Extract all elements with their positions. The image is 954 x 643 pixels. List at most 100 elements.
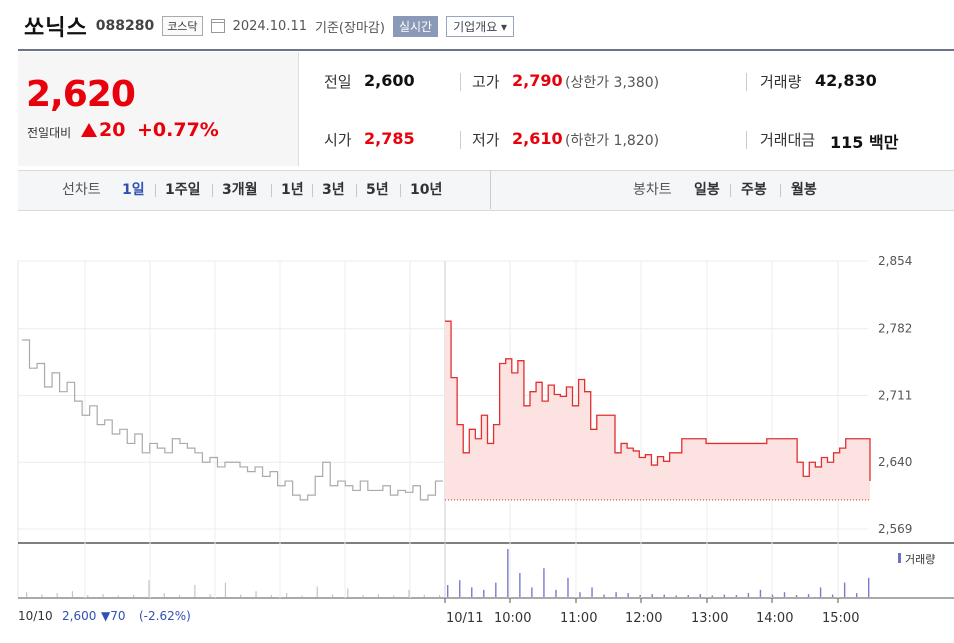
amount-label: 거래대금 (760, 131, 816, 149)
tab-separator (155, 184, 156, 197)
volume-bar-today (519, 573, 521, 597)
stock-header: 쏘닉스 088280 코스닥 2024.10.11 기준(장마감) 실시간 기업… (24, 10, 515, 42)
tab-separator (400, 184, 401, 197)
price-panel (18, 52, 299, 166)
volume-bar-today (819, 587, 822, 597)
x-tick-label: 15:00 (822, 611, 859, 626)
tab-3y[interactable]: 3년 (322, 182, 345, 198)
volume-bar-prev (87, 595, 89, 597)
today-line (445, 320, 871, 482)
volume-bar-today (543, 568, 545, 597)
lower-limit: (하한가 1,820) (565, 133, 660, 149)
company-overview-button[interactable]: 기업개요 ▾ (446, 15, 515, 37)
tab-1d[interactable]: 1일 (122, 182, 145, 198)
volume-bar-prev (224, 582, 227, 597)
axis-ticks: 2,854 2,782 2,711 2,640 2,569 10/11 10:00 11:00… (444, 254, 912, 626)
tab-monthly-candle[interactable]: 월봉 (791, 182, 817, 198)
tab-5y[interactable]: 5년 (366, 182, 389, 198)
amount-value: 115 백만 (830, 133, 899, 152)
current-price: 2,620 (26, 74, 136, 115)
x-tick-label: 13:00 (691, 611, 728, 626)
volume-bar-prev (26, 592, 28, 597)
x-tick-label: 11:00 (560, 611, 597, 626)
header-divider (18, 49, 954, 51)
stat-separator (746, 131, 747, 149)
tab-separator (356, 184, 357, 197)
volume-bar-prev (347, 588, 349, 597)
volume-bars (26, 549, 870, 597)
tab-10y[interactable]: 10년 (410, 182, 443, 198)
prev-day-change: ▼70 (101, 609, 126, 623)
high-label: 고가 (472, 73, 500, 91)
market-badge: 코스닥 (162, 16, 203, 36)
volume-bar-today (603, 594, 605, 597)
volume-bar-today (699, 594, 701, 597)
tab-1y[interactable]: 1년 (281, 182, 304, 198)
x-tick-label: 12:00 (625, 611, 662, 626)
volume-bar-prev (393, 595, 395, 597)
open-value: 2,785 (364, 129, 415, 148)
volume-bar-today (807, 594, 810, 597)
volume-bar-prev (316, 586, 318, 597)
y-tick-label: 2,711 (878, 388, 912, 402)
volume-bar-prev (286, 593, 288, 597)
volume-bar-today (591, 587, 593, 597)
volume-bar-today (471, 587, 473, 597)
volume-bar-today (723, 594, 726, 597)
open-label: 시가 (324, 131, 352, 149)
low-value: 2,610 (512, 129, 563, 148)
volume-bar-today (507, 549, 509, 597)
volume-bar-prev (377, 594, 380, 597)
candle-chart-label: 봉차트 (633, 182, 672, 198)
calendar-icon (210, 19, 225, 33)
prev-date: 10/10 (18, 609, 53, 623)
volume-bar-today (639, 595, 641, 597)
previous-day-line (22, 339, 443, 501)
volume-bar-prev (423, 594, 425, 597)
chart-grid (17, 260, 954, 599)
quote-basis: 기준(장마감) (315, 20, 385, 36)
tab-3m[interactable]: 3개월 (222, 182, 258, 198)
volume-bar-prev (71, 591, 74, 597)
tab-separator (312, 184, 313, 197)
volume-bar-today (759, 589, 762, 597)
live-button[interactable]: 실시간 (392, 15, 439, 37)
volume-label: 거래량 (760, 73, 802, 91)
line-chart-label: 선차트 (62, 182, 101, 198)
volume-bar-today (651, 594, 653, 597)
volume-bar-today (795, 595, 798, 597)
volume-bar-today (735, 595, 738, 597)
stat-separator (746, 73, 747, 91)
volume-bar-today (711, 595, 714, 597)
volume-bar-today (831, 594, 834, 597)
prev-day-close: 2,600 (62, 609, 97, 623)
tab-separator (271, 184, 272, 197)
volume-bar-today (771, 594, 774, 597)
volume-bar-today (459, 580, 461, 597)
tab-1w[interactable]: 1주일 (165, 182, 201, 198)
x-tick-label: 14:00 (756, 611, 793, 626)
volume-bar-prev (133, 594, 135, 597)
chart-series (22, 320, 871, 501)
y-tick-label: 2,854 (878, 254, 912, 268)
price-change: 20 (99, 119, 126, 141)
prev-close-label: 전일 (324, 73, 352, 91)
volume-bar-prev (301, 595, 303, 597)
volume-bar-today (663, 594, 665, 597)
volume-bar-prev (362, 595, 364, 597)
tab-weekly-candle[interactable]: 주봉 (741, 182, 767, 198)
y-tick-label: 2,782 (878, 322, 912, 336)
volume-bar-today (687, 595, 689, 597)
volume-bar-prev (331, 594, 334, 597)
tab-daily-candle[interactable]: 일봉 (694, 182, 720, 198)
volume-bar-prev (255, 591, 257, 597)
volume-value: 42,830 (815, 71, 877, 90)
quote-date: 2024.10.11 (232, 18, 307, 34)
tab-separator (212, 184, 213, 197)
volume-bar-today (675, 595, 677, 597)
x-tick-label: 10/11 (446, 611, 483, 626)
volume-bar-today (579, 592, 581, 597)
stock-name: 쏘닉스 (24, 16, 88, 41)
volume-bar-today (843, 582, 846, 597)
